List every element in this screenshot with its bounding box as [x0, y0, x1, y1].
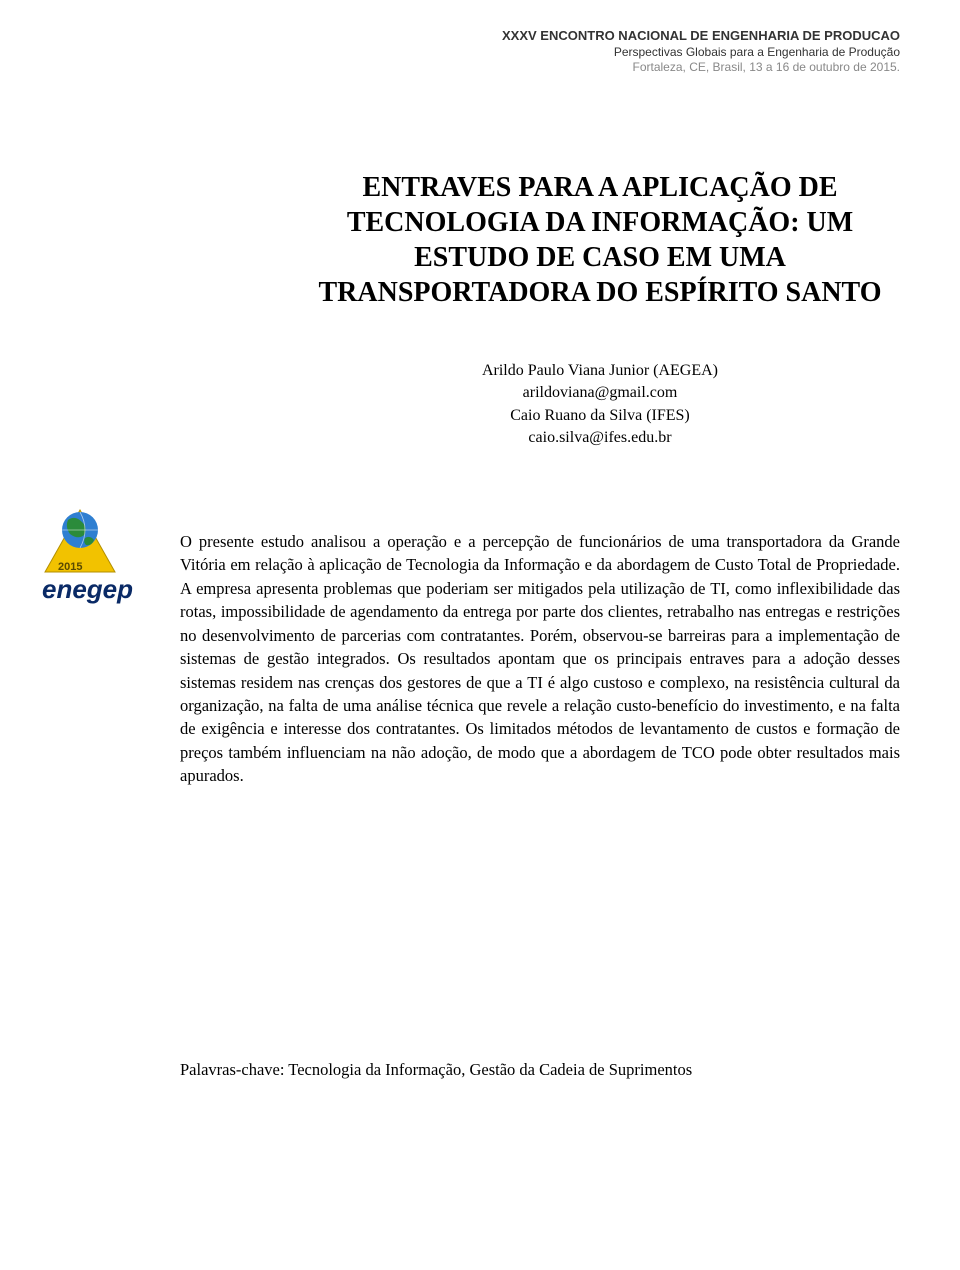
abstract-text: O presente estudo analisou a operação e … [180, 530, 900, 788]
author-1-name: Arildo Paulo Viana Junior (AEGEA) [300, 360, 900, 382]
header-line-2: Perspectivas Globais para a Engenharia d… [502, 45, 900, 61]
keywords-text: Palavras-chave: Tecnologia da Informação… [180, 1058, 900, 1081]
logo-year: 2015 [58, 561, 82, 573]
enegep-logo: 2015 enegep [40, 500, 170, 610]
header-line-1: XXXV ENCONTRO NACIONAL DE ENGENHARIA DE … [502, 28, 900, 45]
paper-title-block: ENTRAVES PARA A APLICAÇÃO DE TECNOLOGIA … [300, 170, 900, 310]
logo-brand: enegep [42, 574, 133, 604]
authors-block: Arildo Paulo Viana Junior (AEGEA) arildo… [300, 360, 900, 450]
header-line-3: Fortaleza, CE, Brasil, 13 a 16 de outubr… [502, 60, 900, 76]
author-2-name: Caio Ruano da Silva (IFES) [300, 405, 900, 427]
enegep-logo-svg: 2015 enegep [40, 500, 170, 610]
author-1-email: arildoviana@gmail.com [300, 382, 900, 404]
paper-title: ENTRAVES PARA A APLICAÇÃO DE TECNOLOGIA … [300, 170, 900, 310]
author-2-email: caio.silva@ifes.edu.br [300, 427, 900, 449]
conference-header: XXXV ENCONTRO NACIONAL DE ENGENHARIA DE … [502, 28, 900, 76]
